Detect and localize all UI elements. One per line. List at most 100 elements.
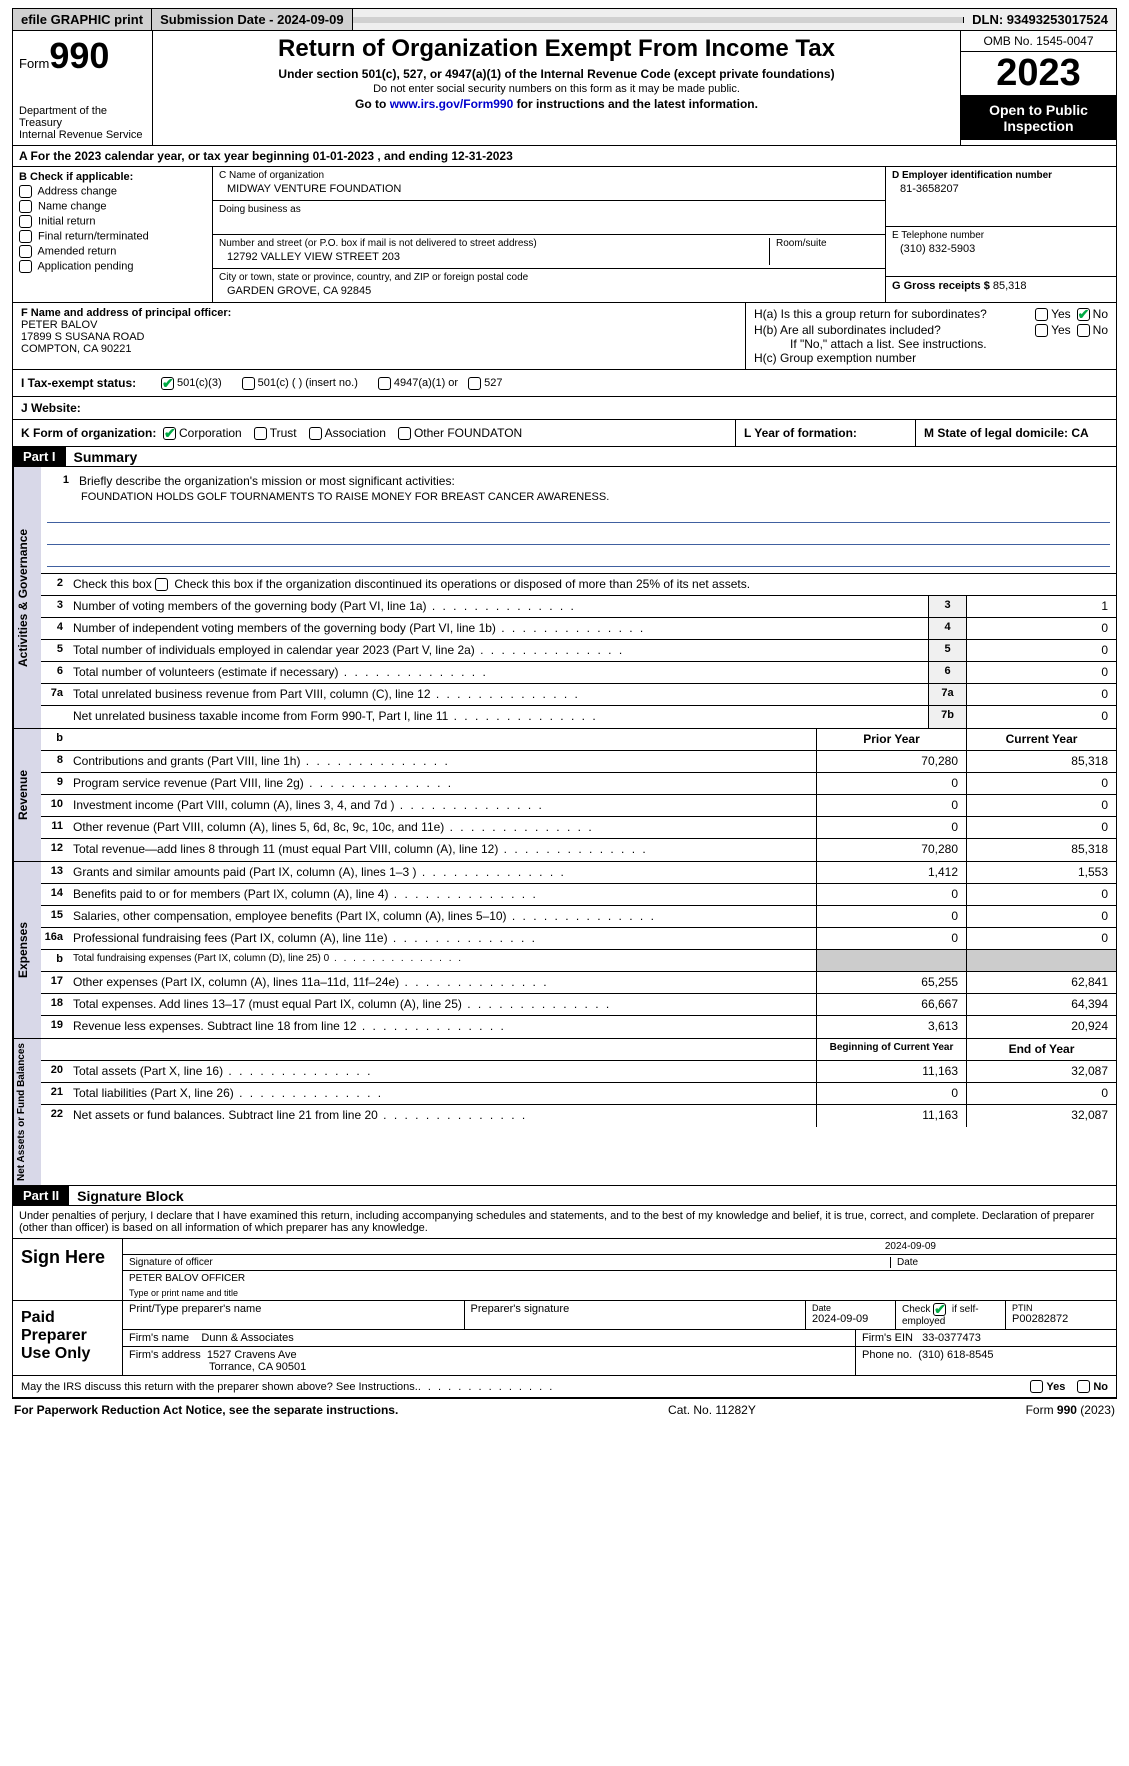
firm-addr2: Torrance, CA 90501 [129, 1361, 306, 1373]
firm-ein-label: Firm's EIN [862, 1332, 913, 1344]
top-toolbar: efile GRAPHIC print Submission Date - 20… [12, 8, 1117, 31]
org-address: 12792 VALLEY VIEW STREET 203 [219, 249, 769, 265]
governance-line: 7aTotal unrelated business revenue from … [41, 684, 1116, 706]
netassets-section: Net Assets or Fund Balances Beginning of… [12, 1039, 1117, 1186]
officer-addr1: 17899 S SUSANA ROAD [21, 331, 737, 343]
hb-yes-checkbox[interactable] [1035, 324, 1048, 337]
dln-number: DLN: 93493253017524 [964, 9, 1116, 30]
col-d-ein: D Employer identification number 81-3658… [886, 167, 1116, 302]
revenue-label: Revenue [13, 729, 41, 861]
footer-left: For Paperwork Reduction Act Notice, see … [14, 1403, 398, 1417]
revenue-section: Revenue b Prior Year Current Year 8Contr… [12, 729, 1117, 862]
hb-label: H(b) Are all subordinates included? [754, 323, 1035, 337]
form-number: Form990 [19, 35, 146, 77]
assoc-checkbox[interactable] [309, 427, 322, 440]
discontinued-checkbox[interactable] [155, 578, 168, 591]
irs-link[interactable]: www.irs.gov/Form990 [390, 97, 514, 111]
part2-num: Part II [13, 1186, 69, 1205]
phone-value: (310) 832-5903 [892, 241, 1110, 257]
colb-item: Amended return [19, 245, 206, 258]
part2-title: Signature Block [69, 1188, 184, 1204]
governance-label: Activities & Governance [13, 467, 41, 728]
governance-line: 6Total number of volunteers (estimate if… [41, 662, 1116, 684]
trust-checkbox[interactable] [254, 427, 267, 440]
colb-checkbox[interactable] [19, 245, 32, 258]
col-b-checkboxes: B Check if applicable: Address change Na… [13, 167, 213, 302]
dba-label: Doing business as [219, 204, 879, 215]
ha-yes-checkbox[interactable] [1035, 308, 1048, 321]
corp-checkbox[interactable] [163, 427, 176, 440]
sig-officer-label: Signature of officer [129, 1257, 890, 1268]
footer-form: Form 990 (2023) [1026, 1403, 1115, 1417]
firm-name: Dunn & Associates [201, 1332, 293, 1344]
efile-print-button[interactable]: efile GRAPHIC print [13, 9, 152, 30]
expense-line: 16aProfessional fundraising fees (Part I… [41, 928, 1116, 950]
revenue-line: 8Contributions and grants (Part VIII, li… [41, 751, 1116, 773]
501c-checkbox[interactable] [242, 377, 255, 390]
colb-checkbox[interactable] [19, 260, 32, 273]
col-c-org-info: C Name of organization MIDWAY VENTURE FO… [213, 167, 886, 302]
gross-label: G Gross receipts $ [892, 280, 993, 292]
dept-treasury: Department of the Treasury [19, 105, 146, 129]
revenue-line: 10Investment income (Part VIII, column (… [41, 795, 1116, 817]
expense-line: 13Grants and similar amounts paid (Part … [41, 862, 1116, 884]
expense-line: 18Total expenses. Add lines 13–17 (must … [41, 994, 1116, 1016]
addr-label: Number and street (or P.O. box if mail i… [219, 238, 769, 249]
print-name-label: Type or print name and title [123, 1286, 1116, 1300]
prep-name-label: Print/Type preparer's name [123, 1301, 465, 1329]
expense-line: 17Other expenses (Part IX, column (A), l… [41, 972, 1116, 994]
501c3-checkbox[interactable] [161, 377, 174, 390]
hb-no-checkbox[interactable] [1077, 324, 1090, 337]
expenses-section: Expenses 13Grants and similar amounts pa… [12, 862, 1117, 1039]
mission-label: Briefly describe the organization's miss… [75, 471, 1110, 491]
governance-line: 3Number of voting members of the governi… [41, 596, 1116, 618]
discuss-yes-checkbox[interactable] [1030, 1380, 1043, 1393]
part1-header: Part I Summary [12, 447, 1117, 467]
governance-line: Net unrelated business taxable income fr… [41, 706, 1116, 728]
discuss-row: May the IRS discuss this return with the… [12, 1376, 1117, 1398]
revenue-line: 12Total revenue—add lines 8 through 11 (… [41, 839, 1116, 861]
gross-value: 85,318 [993, 280, 1027, 292]
prep-phone: (310) 618-8545 [918, 1349, 993, 1361]
governance-line: 4Number of independent voting members of… [41, 618, 1116, 640]
omb-number: OMB No. 1545-0047 [961, 31, 1116, 52]
begin-year-hdr: Beginning of Current Year [816, 1039, 966, 1060]
hc-label: H(c) Group exemption number [754, 351, 1108, 365]
ha-no-checkbox[interactable] [1077, 308, 1090, 321]
page-footer: For Paperwork Reduction Act Notice, see … [12, 1398, 1117, 1421]
officer-label: F Name and address of principal officer: [21, 307, 737, 319]
line2-text: Check this box Check this box if the org… [69, 574, 1116, 595]
public-inspection: Open to Public Inspection [961, 96, 1116, 140]
prior-year-hdr: Prior Year [816, 729, 966, 750]
row-org-form: K Form of organization: Corporation Trus… [12, 420, 1117, 447]
website-label: J Website: [13, 397, 1116, 419]
other-checkbox[interactable] [398, 427, 411, 440]
ptin-label: PTIN [1012, 1303, 1110, 1313]
expense-line: 14Benefits paid to or for members (Part … [41, 884, 1116, 906]
governance-line: 5Total number of individuals employed in… [41, 640, 1116, 662]
colb-checkbox[interactable] [19, 230, 32, 243]
preparer-section: Paid Preparer Use Only Print/Type prepar… [12, 1301, 1117, 1376]
netassets-line: 21Total liabilities (Part X, line 26)00 [41, 1083, 1116, 1105]
sign-section: Sign Here 2024-09-09 Signature of office… [12, 1239, 1117, 1301]
row-tax-status: I Tax-exempt status: 501(c)(3) 501(c) ( … [12, 370, 1117, 420]
ssn-warning: Do not enter social security numbers on … [157, 83, 956, 95]
prep-phone-label: Phone no. [862, 1349, 912, 1361]
officer-name: PETER BALOV [21, 319, 737, 331]
sign-date: 2024-09-09 [885, 1241, 936, 1252]
revenue-line: 11Other revenue (Part VIII, column (A), … [41, 817, 1116, 839]
colb-checkbox[interactable] [19, 215, 32, 228]
colb-item: Application pending [19, 260, 206, 273]
org-city: GARDEN GROVE, CA 92845 [219, 283, 879, 299]
org-name-label: C Name of organization [219, 170, 879, 181]
expense-line: 19Revenue less expenses. Subtract line 1… [41, 1016, 1116, 1038]
discuss-no-checkbox[interactable] [1077, 1380, 1090, 1393]
4947-checkbox[interactable] [378, 377, 391, 390]
tax-year: 2023 [961, 52, 1116, 96]
colb-checkbox[interactable] [19, 200, 32, 213]
colb-checkbox[interactable] [19, 185, 32, 198]
hb-note: If "No," attach a list. See instructions… [754, 337, 1108, 351]
ein-label: D Employer identification number [892, 170, 1110, 181]
self-employed-checkbox[interactable] [933, 1303, 946, 1316]
527-checkbox[interactable] [468, 377, 481, 390]
